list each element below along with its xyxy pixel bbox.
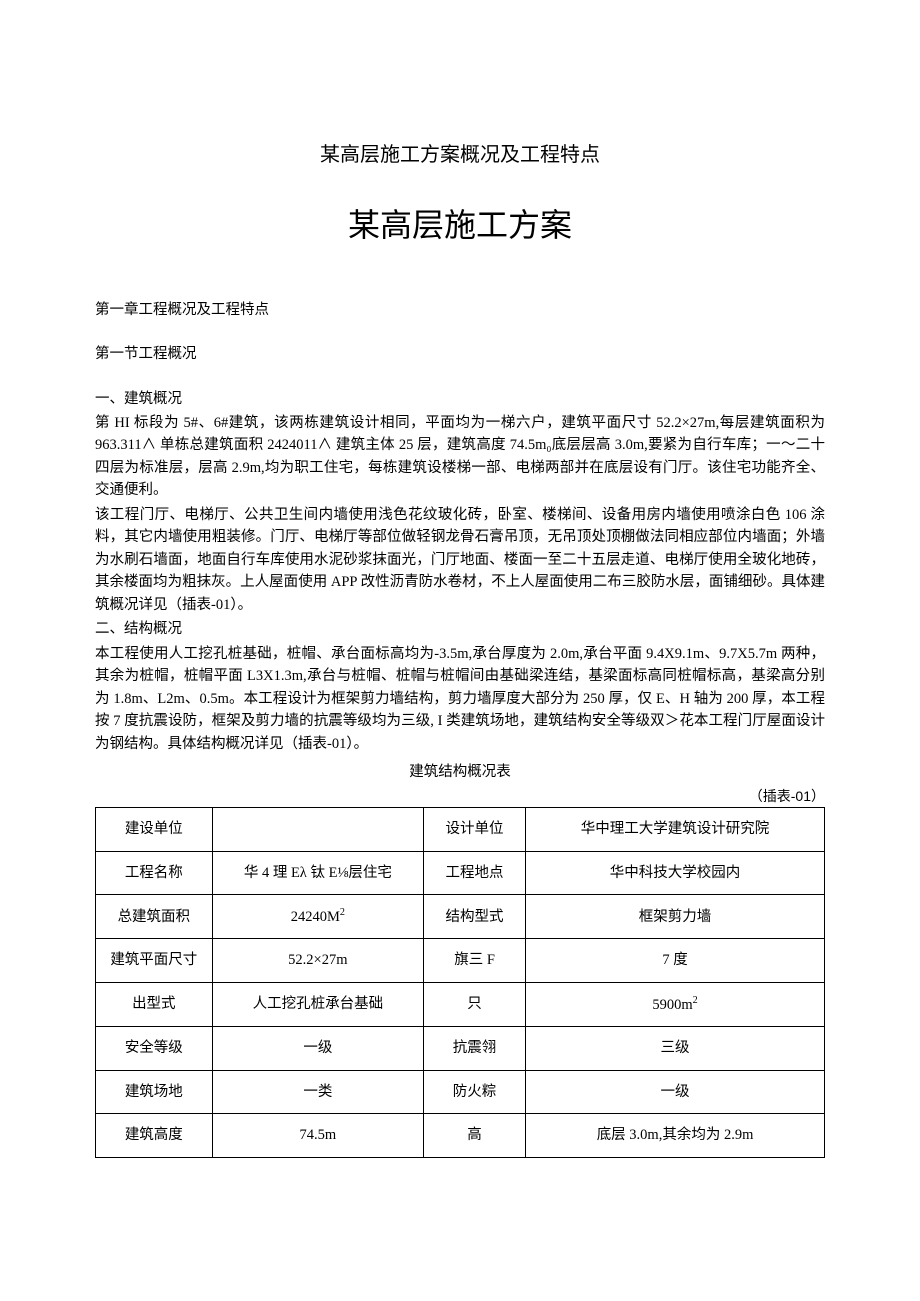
table-cell: 建筑场地 xyxy=(96,1070,213,1113)
subsection-1-paragraph-1: 第 HI 标段为 5#、6#建筑，该两栋建筑设计相同，平面均为一梯六户，建筑平面… xyxy=(95,412,825,502)
table-row: 建设单位 设计单位华中理工大学建筑设计研究院 xyxy=(96,808,825,851)
table-cell: 安全等级 xyxy=(96,1027,213,1070)
table-cell: 5900m2 xyxy=(526,982,825,1026)
subsection-2-heading: 二、结构概况 xyxy=(95,618,825,640)
table-cell: 工程名称 xyxy=(96,851,213,894)
table-cell: 总建筑面积 xyxy=(96,895,213,939)
table-cell: 抗震翎 xyxy=(424,1027,526,1070)
section-heading: 第一节工程概况 xyxy=(95,343,825,365)
table-title: 建筑结构概况表 xyxy=(95,761,825,783)
table-cell: 高 xyxy=(424,1114,526,1157)
table-row: 建筑高度74.5m高底层 3.0m,其余均为 2.9m xyxy=(96,1114,825,1157)
table-cell: 设计单位 xyxy=(424,808,526,851)
table-cell: 建筑高度 xyxy=(96,1114,213,1157)
table-cell: 一级 xyxy=(212,1027,423,1070)
table-cell: 74.5m xyxy=(212,1114,423,1157)
table-cell: 52.2×27m xyxy=(212,939,423,982)
table-row: 总建筑面积24240M2结构型式框架剪力墙 xyxy=(96,895,825,939)
table-cell: 人工挖孔桩承台基础 xyxy=(212,982,423,1026)
structure-overview-table: 建设单位设计单位华中理工大学建筑设计研究院工程名称华 4 理 Eλ 钛 E⅛层住… xyxy=(95,807,825,1157)
subsection-2-paragraph-1: 本工程使用人工挖孔桩基础，桩帽、承台面标高均为-3.5m,承台厚度为 2.0m,… xyxy=(95,643,825,755)
table-cell: 防火粽 xyxy=(424,1070,526,1113)
table-cell: 一级 xyxy=(526,1070,825,1113)
subsection-1-heading: 一、建筑概况 xyxy=(95,388,825,410)
subsection-1-paragraph-2: 该工程门厅、电梯厅、公共卫生间内墙使用浅色花纹玻化砖，卧室、楼梯间、设备用房内墙… xyxy=(95,504,825,616)
document-main-title: 某高层施工方案 xyxy=(95,201,825,251)
table-cell: 华中科技大学校园内 xyxy=(526,851,825,894)
table-cell: 底层 3.0m,其余均为 2.9m xyxy=(526,1114,825,1157)
table-cell: 三级 xyxy=(526,1027,825,1070)
table-row: 安全等级一级抗震翎三级 xyxy=(96,1027,825,1070)
table-cell: 建筑平面尺寸 xyxy=(96,939,213,982)
table-cell: 华 4 理 Eλ 钛 E⅛层住宅 xyxy=(212,851,423,894)
table-row: 出型式人工挖孔桩承台基础只5900m2 xyxy=(96,982,825,1026)
table-cell: 工程地点 xyxy=(424,851,526,894)
table-cell: 华中理工大学建筑设计研究院 xyxy=(526,808,825,851)
table-cell: 7 度 xyxy=(526,939,825,982)
table-cell: 一类 xyxy=(212,1070,423,1113)
chapter-heading: 第一章工程概况及工程特点 xyxy=(95,299,825,321)
table-row: 工程名称华 4 理 Eλ 钛 E⅛层住宅工程地点华中科技大学校园内 xyxy=(96,851,825,894)
document-subtitle: 某高层施工方案概况及工程特点 xyxy=(95,140,825,171)
table-row: 建筑平面尺寸52.2×27m旗三 F7 度 xyxy=(96,939,825,982)
table-cell: 旗三 F xyxy=(424,939,526,982)
table-cell: 框架剪力墙 xyxy=(526,895,825,939)
table-note: （插表-01） xyxy=(95,786,825,808)
table-cell: 建设单位 xyxy=(96,808,213,851)
table-cell: 结构型式 xyxy=(424,895,526,939)
table-cell xyxy=(212,808,423,851)
table-row: 建筑场地一类防火粽一级 xyxy=(96,1070,825,1113)
table-cell: 只 xyxy=(424,982,526,1026)
table-cell: 24240M2 xyxy=(212,895,423,939)
table-cell: 出型式 xyxy=(96,982,213,1026)
